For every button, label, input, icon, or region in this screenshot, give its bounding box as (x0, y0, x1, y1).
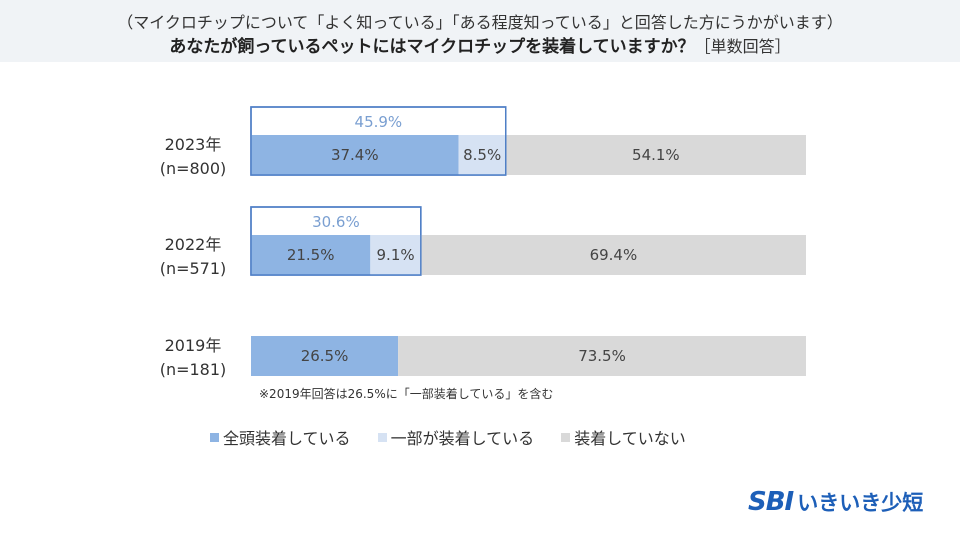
bar-value-label: 69.4% (590, 246, 638, 264)
highlight-total-label: 30.6% (312, 213, 360, 231)
bar-segment (251, 135, 459, 175)
legend: 全頭装着している 一部が装着している 装着していない (210, 425, 708, 449)
category-label-year: 2019年 (165, 336, 222, 355)
bar-value-label: 37.4% (331, 146, 379, 164)
legend-item-full: 全頭装着している (210, 425, 351, 449)
logo-brand-name: いきいき少短 (797, 491, 924, 515)
legend-item-partial: 一部が装着している (377, 425, 535, 449)
category-label-year: 2023年 (165, 135, 222, 154)
legend-label-none: 装着していない (574, 429, 686, 448)
bar-segment (398, 336, 806, 376)
company-logo: SBI いきいき少短 (748, 487, 923, 517)
bar-segment (420, 235, 806, 275)
category-label-year: 2022年 (165, 235, 222, 254)
bar-value-label: 8.5% (463, 146, 501, 164)
bar-value-label: 21.5% (287, 246, 335, 264)
highlight-total-border (250, 106, 507, 176)
highlight-total-border (250, 206, 422, 276)
category-label-n: (n=800) (160, 159, 227, 178)
chart-subtitle: （マイクロチップについて「よく知っている」「ある程度知っている」と回答した方にう… (117, 13, 843, 32)
legend-swatch-partial (377, 433, 387, 442)
bar-segment (251, 235, 371, 275)
question-text: あなたが飼っているペットにはマイクロチップを装着していますか？ (169, 37, 695, 57)
answer-type-tag: ［単数回答］ (694, 37, 791, 56)
legend-label-partial: 一部が装着している (390, 429, 535, 448)
stacked-bar-chart: 2023年 (n=800) 45.9% 37.4% 8.5% 54.1% 2022年 (n=5… (160, 106, 806, 379)
bar-value-label: 54.1% (632, 146, 680, 164)
legend-label-full: 全頭装着している (223, 429, 351, 448)
chart-note: ※2019年回答は26.5%に「一部装着している」を含む (259, 387, 554, 401)
category-label-n: (n=571) (160, 259, 227, 278)
logo-sbi-mark: SBI (748, 487, 794, 517)
legend-swatch-full (210, 433, 219, 442)
bar-segment (505, 135, 806, 175)
highlight-total-label: 45.9% (355, 113, 403, 131)
bar-segment (251, 336, 399, 376)
bar-value-label: 9.1% (377, 246, 415, 264)
category-label-n: (n=181) (160, 360, 227, 379)
bar-segment (458, 135, 506, 175)
bar-segment (370, 235, 421, 275)
header-band: （マイクロチップについて「よく知っている」「ある程度知っている」と回答した方にう… (0, 0, 960, 62)
legend-swatch-none (561, 433, 571, 442)
chart-title: あなたが飼っているペットにはマイクロチップを装着していますか？［単数回答］ (0, 32, 960, 57)
bar-value-label: 26.5% (301, 347, 349, 365)
legend-item-none: 装着していない (561, 425, 686, 449)
bar-value-label: 73.5% (578, 347, 626, 365)
